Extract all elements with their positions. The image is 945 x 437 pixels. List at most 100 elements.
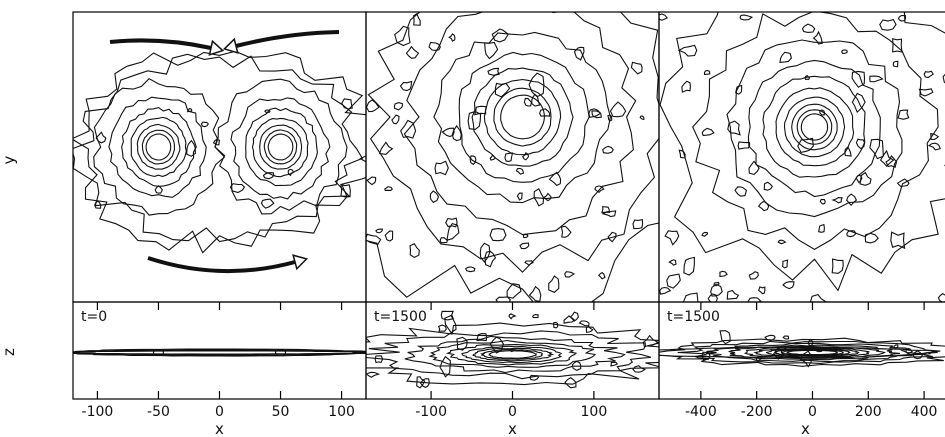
x-tick-label: 0 (808, 404, 817, 420)
face-on-speck (413, 12, 421, 26)
face-on-speck (487, 67, 500, 76)
edge-on-contour (404, 335, 626, 374)
face-on-speck (942, 73, 945, 84)
face-on-speck (528, 285, 542, 302)
face-on-contour (259, 124, 303, 170)
edge-on-speck (563, 315, 576, 324)
face-on-speck (473, 105, 487, 116)
face-on-speck (464, 266, 476, 273)
x-tick-label: 0 (508, 404, 517, 420)
face-on-speck (748, 271, 759, 280)
face-on-speck (484, 41, 499, 60)
face-on-speck (763, 181, 773, 191)
edge-on-speck (553, 321, 559, 329)
face-on-contour (458, 51, 590, 183)
face-on-speck (855, 174, 863, 184)
edge-on-contour (428, 339, 597, 368)
edge-on-contour (461, 345, 563, 364)
face-on-speck (758, 286, 766, 295)
x-axis-label-2: x (508, 420, 517, 437)
face-on-speck (434, 160, 449, 176)
panel-grid: t=0 -100 -50 0 50 100 x t=1500 -100 0 100 x t=1500 -4… (72, 11, 945, 437)
face-on-speck (727, 120, 741, 136)
edge-on-speck (578, 320, 590, 327)
face-on-contour (130, 116, 187, 177)
face-on-speck (548, 171, 562, 187)
edge-on-frame-3 (658, 301, 945, 400)
face-on-speck (846, 230, 857, 238)
x-tick-label: 50 (272, 404, 290, 420)
face-on-speck (885, 155, 898, 169)
face-on-speck (734, 186, 748, 197)
face-on-speck (409, 242, 420, 259)
face-on-speck (701, 127, 715, 137)
face-on-speck (639, 115, 645, 120)
edge-on-speck (773, 346, 784, 360)
edge-on-speck (509, 348, 515, 353)
face-on-speck (391, 114, 400, 125)
face-on-speck (831, 197, 843, 204)
x-tick-label: -100 (415, 404, 447, 420)
face-on-speck (748, 160, 760, 176)
face-on-speck (445, 217, 458, 228)
face-on-speck (735, 84, 743, 95)
face-on-speck (95, 131, 107, 144)
face-on-contour (493, 87, 552, 147)
face-on-speck (869, 138, 884, 160)
face-on-contour (747, 59, 881, 198)
edge-on-contour (765, 348, 860, 357)
face-on-speck (528, 72, 545, 98)
x-axis-label-3: x (801, 420, 810, 437)
face-on-speck (548, 275, 560, 293)
face-on-speck (897, 109, 910, 120)
face-on-speck (659, 13, 669, 21)
face-on-speck (607, 231, 617, 243)
face-on-speck (560, 225, 572, 238)
face-on-contour (403, 12, 637, 236)
time-label-1: t=0 (81, 309, 107, 325)
face-on-speck (818, 223, 825, 233)
face-on-speck (524, 260, 534, 266)
face-on-speck (393, 102, 404, 111)
face-on-speck (609, 101, 627, 118)
edge-on-speck (532, 314, 539, 319)
edge-on-speck (893, 344, 899, 349)
edge-on-contour (366, 330, 652, 380)
edge-on-contour (366, 322, 659, 386)
face-on-speck (632, 218, 644, 230)
face-on-contour (659, 12, 945, 292)
face-on-speck (366, 233, 382, 246)
edge-on-contour (73, 350, 366, 355)
face-on-speck (448, 33, 456, 42)
edge-on-speck (508, 313, 517, 320)
face-on-speck (819, 198, 826, 205)
edge-on-speck (437, 324, 447, 332)
face-on-speck (859, 171, 872, 186)
face-on-speck (896, 178, 910, 187)
face-on-speck (212, 138, 221, 146)
face-on-contour (145, 133, 172, 161)
face-on-speck (812, 30, 823, 45)
face-on-contour (783, 96, 846, 158)
orbit-arrow-left-head (208, 39, 225, 56)
edge-on-speck (782, 335, 790, 340)
face-on-speck (630, 61, 643, 75)
face-on-speck (682, 292, 699, 302)
face-on-speck (659, 286, 672, 295)
face-on-speck (930, 133, 940, 140)
face-on-frame-2 (365, 11, 660, 303)
edge-on-speck (764, 334, 776, 342)
face-on-speck (819, 109, 826, 116)
face-on-speck (668, 259, 677, 266)
face-on-speck (937, 293, 945, 302)
x-tick-label: -100 (82, 404, 114, 420)
face-on-speck (923, 70, 934, 79)
face-on-contour (263, 129, 298, 165)
edge-on-speck (444, 314, 457, 334)
face-on-speck (564, 271, 576, 278)
x-tick-label: 200 (855, 404, 882, 420)
face-on-speck (927, 142, 941, 151)
face-on-speck (441, 127, 455, 138)
face-on-speck (519, 242, 530, 250)
